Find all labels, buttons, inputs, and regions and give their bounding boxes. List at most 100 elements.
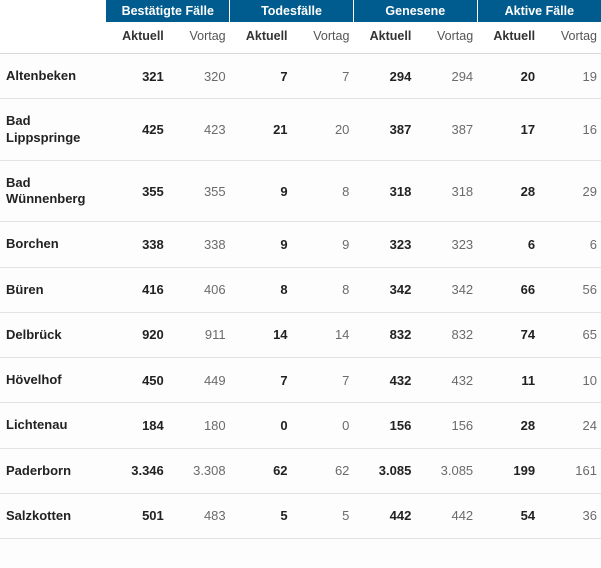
cell-aktiv_vortag: 10 — [539, 358, 601, 403]
cell-tod_vortag: 8 — [292, 160, 354, 222]
cell-location: Bad Wünnenberg — [0, 160, 106, 222]
cell-aktiv_vortag: 29 — [539, 160, 601, 222]
cell-tod_vortag: 0 — [292, 403, 354, 448]
cell-aktiv_vortag: 24 — [539, 403, 601, 448]
subheader-vortag: Vortag — [168, 23, 230, 54]
table-row: Lichtenau184180001561562824 — [0, 403, 601, 448]
cell-aktiv_vortag: 36 — [539, 493, 601, 538]
cell-tod_aktuell: 8 — [230, 267, 292, 312]
cell-aktiv_aktuell: 6 — [477, 222, 539, 267]
covid-table: Bestätigte Fälle Todesfälle Genesene Akt… — [0, 0, 601, 539]
table-group-header: Bestätigte Fälle Todesfälle Genesene Akt… — [0, 0, 601, 23]
cell-genesen_aktuell: 294 — [353, 54, 415, 99]
cell-genesen_aktuell: 323 — [353, 222, 415, 267]
table-row: Salzkotten501483554424425436 — [0, 493, 601, 538]
cell-aktiv_aktuell: 199 — [477, 448, 539, 493]
cell-aktiv_aktuell: 28 — [477, 403, 539, 448]
cell-genesen_vortag: 3.085 — [415, 448, 477, 493]
cell-genesen_vortag: 832 — [415, 312, 477, 357]
table-row: Bad Wünnenberg355355983183182829 — [0, 160, 601, 222]
cell-bestaetigt_aktuell: 450 — [106, 358, 168, 403]
cell-aktiv_vortag: 65 — [539, 312, 601, 357]
cell-bestaetigt_aktuell: 355 — [106, 160, 168, 222]
cell-tod_vortag: 14 — [292, 312, 354, 357]
cell-location: Altenbeken — [0, 54, 106, 99]
cell-location: Paderborn — [0, 448, 106, 493]
cell-genesen_vortag: 156 — [415, 403, 477, 448]
cell-tod_aktuell: 14 — [230, 312, 292, 357]
cell-tod_aktuell: 9 — [230, 222, 292, 267]
cell-aktiv_vortag: 56 — [539, 267, 601, 312]
cell-location: Büren — [0, 267, 106, 312]
cell-tod_aktuell: 5 — [230, 493, 292, 538]
cell-genesen_aktuell: 832 — [353, 312, 415, 357]
subheader-blank — [0, 23, 106, 54]
cell-tod_aktuell: 7 — [230, 54, 292, 99]
cell-aktiv_vortag: 6 — [539, 222, 601, 267]
cell-aktiv_vortag: 161 — [539, 448, 601, 493]
table-row: Büren416406883423426656 — [0, 267, 601, 312]
cell-genesen_aktuell: 3.085 — [353, 448, 415, 493]
cell-genesen_aktuell: 156 — [353, 403, 415, 448]
covid-table-container: Bestätigte Fälle Todesfälle Genesene Akt… — [0, 0, 601, 539]
cell-tod_aktuell: 9 — [230, 160, 292, 222]
cell-tod_vortag: 7 — [292, 54, 354, 99]
subheader-aktuell: Aktuell — [230, 23, 292, 54]
cell-bestaetigt_vortag: 320 — [168, 54, 230, 99]
cell-location: Salzkotten — [0, 493, 106, 538]
header-group-tod: Todesfälle — [230, 0, 354, 23]
cell-genesen_aktuell: 442 — [353, 493, 415, 538]
table-row: Paderborn3.3463.30862623.0853.085199161 — [0, 448, 601, 493]
cell-genesen_aktuell: 318 — [353, 160, 415, 222]
cell-bestaetigt_vortag: 338 — [168, 222, 230, 267]
cell-genesen_vortag: 432 — [415, 358, 477, 403]
header-group-genesene: Genesene — [353, 0, 477, 23]
cell-bestaetigt_vortag: 423 — [168, 99, 230, 161]
table-row: Hövelhof450449774324321110 — [0, 358, 601, 403]
cell-tod_vortag: 5 — [292, 493, 354, 538]
cell-bestaetigt_vortag: 449 — [168, 358, 230, 403]
cell-genesen_aktuell: 387 — [353, 99, 415, 161]
cell-aktiv_aktuell: 17 — [477, 99, 539, 161]
table-row: Borchen3383389932332366 — [0, 222, 601, 267]
cell-genesen_aktuell: 432 — [353, 358, 415, 403]
cell-location: Delbrück — [0, 312, 106, 357]
subheader-vortag: Vortag — [415, 23, 477, 54]
cell-bestaetigt_aktuell: 184 — [106, 403, 168, 448]
table-row: Altenbeken321320772942942019 — [0, 54, 601, 99]
cell-aktiv_vortag: 19 — [539, 54, 601, 99]
header-blank — [0, 0, 106, 23]
cell-bestaetigt_aktuell: 425 — [106, 99, 168, 161]
header-group-bestaetigt: Bestätigte Fälle — [106, 0, 230, 23]
subheader-vortag: Vortag — [292, 23, 354, 54]
cell-bestaetigt_vortag: 911 — [168, 312, 230, 357]
subheader-aktuell: Aktuell — [353, 23, 415, 54]
cell-genesen_vortag: 294 — [415, 54, 477, 99]
subheader-aktuell: Aktuell — [477, 23, 539, 54]
cell-genesen_aktuell: 342 — [353, 267, 415, 312]
cell-tod_vortag: 7 — [292, 358, 354, 403]
subheader-aktuell: Aktuell — [106, 23, 168, 54]
cell-bestaetigt_aktuell: 416 — [106, 267, 168, 312]
table-sub-header: Aktuell Vortag Aktuell Vortag Aktuell Vo… — [0, 23, 601, 54]
cell-genesen_vortag: 387 — [415, 99, 477, 161]
cell-bestaetigt_aktuell: 920 — [106, 312, 168, 357]
cell-bestaetigt_aktuell: 321 — [106, 54, 168, 99]
table-row: Delbrück92091114148328327465 — [0, 312, 601, 357]
table-row: Bad Lippspringe42542321203873871716 — [0, 99, 601, 161]
cell-genesen_vortag: 318 — [415, 160, 477, 222]
cell-aktiv_aktuell: 66 — [477, 267, 539, 312]
cell-bestaetigt_vortag: 3.308 — [168, 448, 230, 493]
cell-location: Lichtenau — [0, 403, 106, 448]
cell-bestaetigt_vortag: 406 — [168, 267, 230, 312]
table-body: Altenbeken321320772942942019Bad Lippspri… — [0, 54, 601, 539]
header-group-aktiv: Aktive Fälle — [477, 0, 601, 23]
cell-location: Borchen — [0, 222, 106, 267]
cell-genesen_vortag: 342 — [415, 267, 477, 312]
cell-tod_aktuell: 21 — [230, 99, 292, 161]
cell-bestaetigt_aktuell: 338 — [106, 222, 168, 267]
cell-tod_vortag: 20 — [292, 99, 354, 161]
cell-bestaetigt_vortag: 355 — [168, 160, 230, 222]
cell-bestaetigt_vortag: 180 — [168, 403, 230, 448]
cell-genesen_vortag: 323 — [415, 222, 477, 267]
